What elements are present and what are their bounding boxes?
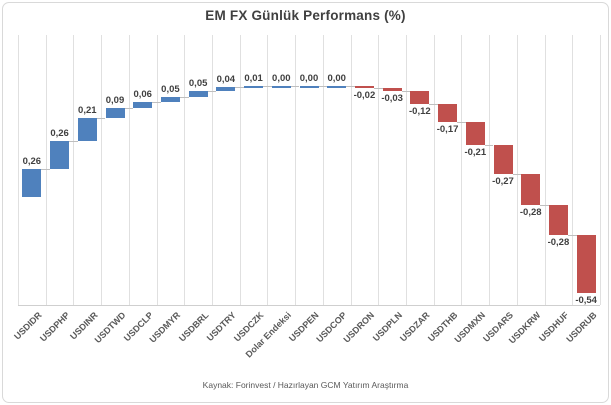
value-label: 0,05 bbox=[188, 78, 208, 90]
waterfall-bar bbox=[354, 85, 374, 88]
value-label: -0,28 bbox=[547, 236, 570, 248]
value-label: 0,05 bbox=[161, 83, 180, 95]
gridline bbox=[18, 35, 19, 305]
connector-line bbox=[318, 85, 328, 87]
gridline bbox=[572, 35, 574, 305]
waterfall-bar bbox=[133, 101, 153, 109]
value-label: 0,21 bbox=[78, 105, 97, 117]
value-label: -0,12 bbox=[409, 106, 431, 118]
chart-title: EM FX Günlük Performans (%) bbox=[205, 8, 406, 23]
gridline bbox=[489, 35, 491, 305]
waterfall-bar bbox=[493, 145, 513, 175]
waterfall-bar bbox=[521, 174, 541, 205]
waterfall-bar bbox=[22, 168, 42, 197]
x-axis-line bbox=[18, 305, 600, 306]
value-label: -0,03 bbox=[381, 93, 403, 105]
source-note: Kaynak: Forinvest / Hazırlayan GCM Yatır… bbox=[202, 380, 409, 390]
waterfall-bar bbox=[77, 118, 97, 141]
value-label: 0,26 bbox=[22, 155, 42, 167]
connector-line bbox=[124, 108, 134, 110]
connector-line bbox=[207, 91, 217, 93]
gridline bbox=[128, 35, 130, 305]
waterfall-bar bbox=[271, 85, 291, 88]
value-label: -0,02 bbox=[353, 89, 376, 101]
gridline bbox=[516, 35, 518, 305]
connector-line bbox=[540, 204, 549, 206]
gridline bbox=[212, 35, 213, 305]
connector-line bbox=[290, 85, 300, 87]
connector-line bbox=[373, 87, 383, 89]
gridline bbox=[544, 35, 546, 305]
value-label: -0,28 bbox=[519, 206, 542, 218]
value-label: -0,21 bbox=[464, 147, 487, 159]
connector-line bbox=[96, 118, 106, 120]
gridline bbox=[350, 35, 352, 305]
connector-line bbox=[41, 168, 51, 170]
gridline bbox=[406, 35, 407, 305]
value-label: -0,17 bbox=[436, 124, 459, 136]
waterfall-bar bbox=[327, 85, 347, 88]
connector-line bbox=[235, 86, 245, 88]
gridline bbox=[322, 35, 324, 305]
gridline bbox=[101, 35, 103, 305]
category-label: USDZAR bbox=[398, 310, 432, 344]
gridline bbox=[184, 35, 186, 305]
value-label: 0,26 bbox=[50, 127, 69, 139]
gridline bbox=[267, 35, 269, 305]
waterfall-bar bbox=[299, 85, 319, 88]
waterfall-bar bbox=[50, 140, 70, 169]
value-label: 0,00 bbox=[299, 72, 319, 84]
waterfall-bar bbox=[438, 104, 458, 123]
waterfall-bar bbox=[410, 91, 430, 105]
waterfall-bar bbox=[216, 86, 236, 92]
value-label: 0,04 bbox=[216, 73, 236, 85]
connector-line bbox=[401, 91, 411, 93]
waterfall-bar bbox=[576, 234, 596, 294]
connector-line bbox=[69, 140, 78, 142]
value-label: 0,00 bbox=[272, 72, 291, 84]
value-label: 0,06 bbox=[133, 88, 152, 100]
value-label: 0,00 bbox=[327, 72, 346, 84]
gridline bbox=[295, 35, 297, 305]
connector-line bbox=[457, 122, 466, 124]
connector-line bbox=[152, 101, 161, 103]
waterfall-bar bbox=[465, 122, 485, 146]
connector-line bbox=[567, 234, 577, 236]
gridline bbox=[73, 35, 75, 305]
value-label: -0,27 bbox=[492, 176, 514, 188]
connector-line bbox=[346, 85, 355, 87]
connector-line bbox=[512, 174, 522, 176]
gridline bbox=[156, 35, 158, 305]
connector-line bbox=[263, 85, 272, 87]
waterfall-bar bbox=[244, 85, 264, 88]
connector-line bbox=[484, 145, 494, 147]
gridline bbox=[600, 35, 601, 305]
waterfall-bar bbox=[188, 91, 208, 97]
waterfall-bar bbox=[548, 204, 568, 235]
connector-line bbox=[179, 96, 189, 98]
waterfall-bar bbox=[382, 87, 402, 92]
value-label: 0,09 bbox=[105, 95, 125, 107]
waterfall-bar bbox=[160, 96, 180, 102]
gridline bbox=[461, 35, 463, 305]
gridline bbox=[45, 35, 47, 305]
gridline bbox=[378, 35, 380, 305]
value-label: 0,01 bbox=[244, 72, 263, 84]
connector-line bbox=[429, 104, 439, 106]
value-label: -0,54 bbox=[575, 295, 597, 307]
waterfall-bar bbox=[105, 108, 125, 119]
category-label: USDBRL bbox=[176, 310, 211, 344]
gridline bbox=[433, 35, 435, 305]
gridline bbox=[239, 35, 241, 305]
